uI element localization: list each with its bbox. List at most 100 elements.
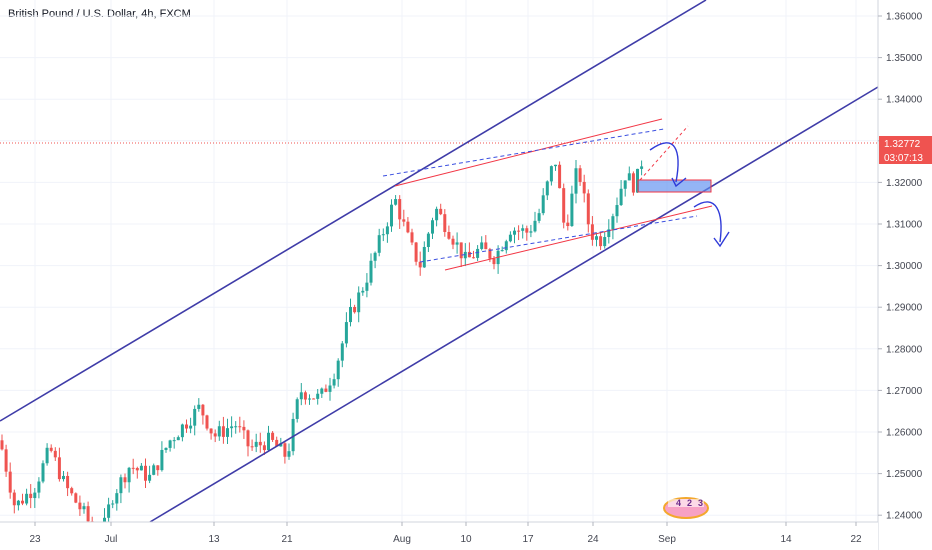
candle-body [590, 224, 594, 240]
candle-body [25, 493, 29, 504]
candle-body [328, 385, 332, 392]
candle-body [176, 437, 180, 441]
candle-body [353, 306, 357, 313]
candle-body [541, 195, 545, 214]
watermark-digit: 2 [687, 498, 692, 508]
candle-body [623, 180, 627, 189]
candle-body [180, 424, 184, 438]
arrowhead-1 [671, 177, 687, 188]
candle-body [562, 188, 566, 223]
drawings [0, 0, 879, 523]
candle-body [246, 430, 250, 447]
candle-body [312, 398, 316, 400]
countdown-value: 03:07:13 [884, 153, 923, 164]
candle-body [262, 445, 266, 451]
time-scale[interactable]: 23 Jul 13 21 Aug 10 17 24 Sep 14 22 [0, 521, 878, 550]
candle-body [554, 164, 557, 167]
candle-body [111, 503, 115, 505]
y-tick-label: 1.28000 [886, 344, 923, 355]
candle-body [144, 465, 147, 481]
candle-body [480, 242, 484, 249]
x-tick-label: 17 [522, 534, 534, 545]
candle-body [545, 181, 549, 196]
candle-body [566, 222, 570, 227]
candle-body [615, 205, 619, 217]
grid [0, 0, 878, 522]
price-scale[interactable]: 1.360001.350001.340001.330001.320001.310… [877, 0, 932, 550]
candle-body [12, 492, 16, 506]
time-scale-bg [0, 522, 878, 550]
arrow-path-1 [649, 142, 679, 183]
candle-body [308, 398, 311, 400]
candle-body [607, 229, 611, 238]
candle-body [394, 199, 398, 205]
candle-body [533, 220, 537, 232]
candle-body [336, 360, 340, 380]
candle-body [16, 500, 20, 506]
x-tick-label: 24 [587, 534, 599, 545]
candle-body [398, 199, 402, 220]
dashed-support-line [419, 215, 698, 263]
y-tick-label: 1.24000 [886, 511, 923, 522]
candle-body [365, 282, 369, 291]
candle-body [513, 230, 516, 235]
channel-lower-line [149, 86, 879, 523]
candle-body [472, 257, 475, 259]
candle-body [0, 440, 4, 450]
y-tick-label: 1.34000 [886, 95, 923, 106]
candle-body [119, 477, 123, 494]
candle-body [275, 439, 279, 447]
candle-body [459, 242, 463, 259]
candle-body [213, 433, 217, 437]
candle-body [156, 465, 160, 471]
candle-body [619, 188, 623, 206]
candle-body [164, 447, 168, 450]
candle-body [320, 388, 324, 394]
candle-body [148, 474, 152, 481]
candle-body [41, 463, 45, 482]
candle-body [455, 242, 459, 245]
candle-body [242, 426, 246, 431]
candle-body [582, 181, 586, 194]
candle-body [172, 440, 176, 442]
candle-body [258, 441, 262, 446]
y-tick-label: 1.30000 [886, 261, 923, 272]
candle-body [271, 432, 275, 440]
candle-body [86, 506, 90, 522]
candle-body [185, 424, 188, 429]
candle-body [529, 231, 533, 233]
y-tick-label: 1.36000 [886, 12, 923, 23]
candle-body [525, 228, 529, 233]
candle-body [209, 428, 213, 434]
candle-body [152, 465, 156, 475]
candle-body [627, 173, 631, 181]
candle-body [476, 248, 480, 258]
candle-body [205, 415, 209, 429]
candle-body [160, 449, 164, 471]
candle-body [78, 502, 82, 510]
candle-body [332, 379, 336, 386]
candle-body [316, 393, 320, 399]
candle-body [37, 481, 41, 493]
candle-body [377, 235, 381, 253]
arrowhead-2 [713, 231, 730, 248]
y-tick-label: 1.27000 [886, 386, 923, 397]
candle-body [283, 443, 287, 457]
candle-body [570, 193, 574, 227]
candle-body [226, 428, 229, 437]
y-tick-label: 1.25000 [886, 469, 923, 480]
candle-body [349, 306, 352, 323]
demand-zone [637, 179, 712, 193]
candle-body [414, 242, 418, 262]
watermark-band [668, 499, 704, 507]
candle-body [107, 504, 111, 518]
candle-body [586, 193, 590, 225]
wedge-upper-line [394, 118, 663, 187]
candle-body [369, 260, 373, 283]
candle-body [340, 343, 344, 361]
channel-upper-line [0, 0, 707, 422]
candle-body [431, 220, 434, 234]
candle-body [537, 213, 541, 221]
candle-body [504, 241, 508, 251]
